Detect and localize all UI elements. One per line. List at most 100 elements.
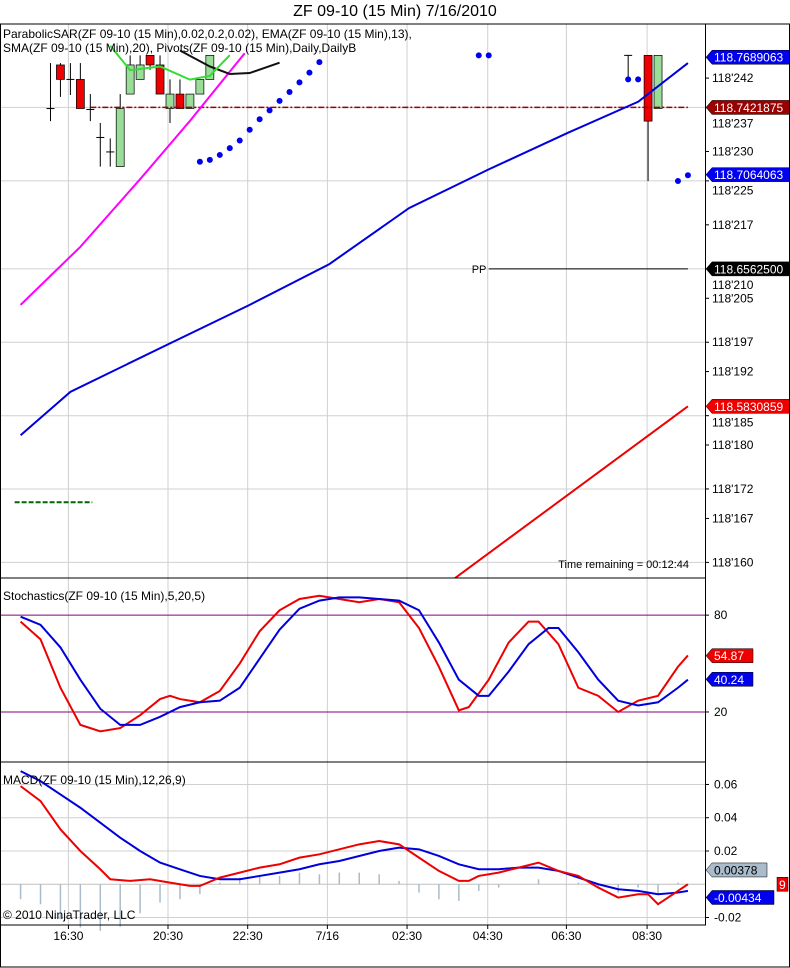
- flag-label: 118.5830859: [714, 400, 784, 414]
- x-tick-label: 7/16: [316, 929, 340, 943]
- sar-dot: [485, 52, 492, 59]
- candle-body: [125, 64, 135, 95]
- y-tick-label: 118'242: [712, 71, 754, 85]
- price-flag: 118.6562500: [705, 261, 790, 277]
- x-tick-label: 04:30: [473, 929, 503, 943]
- flag-label: -0.00434: [714, 891, 762, 905]
- sar-dot: [625, 76, 632, 83]
- flag-shape: [705, 890, 775, 905]
- time-remaining: Time remaining = 00:12:44: [558, 559, 689, 571]
- macd-flag: 9: [776, 877, 789, 892]
- candle-body: [115, 108, 125, 167]
- price-flag: 118.5830859: [705, 399, 790, 414]
- sar-dot: [674, 178, 681, 185]
- candle: [106, 138, 115, 167]
- y-tick-label: 118'192: [712, 365, 754, 379]
- candle: [185, 93, 195, 109]
- candle-body: [643, 55, 653, 122]
- candle: [66, 63, 75, 96]
- stoch-series-line: [20, 596, 689, 726]
- candle-body: [653, 55, 663, 109]
- y-tick-label: -0.02: [714, 911, 742, 925]
- flag-shape: [705, 862, 768, 878]
- flag-label: 118.7421875: [714, 101, 784, 115]
- sar-dot: [246, 126, 253, 133]
- candle-body: [145, 55, 155, 66]
- y-tick-label: 118'160: [712, 555, 754, 569]
- stoch-flag: 54.87: [705, 648, 754, 663]
- candle: [155, 55, 165, 95]
- sar-dot: [216, 151, 223, 158]
- candle: [624, 54, 633, 80]
- sar-dot: [256, 116, 263, 123]
- macd-flag: 0.00378: [705, 862, 768, 878]
- sar-dot: [316, 59, 323, 66]
- y-tick-label: 118'172: [712, 482, 754, 496]
- candle-body: [175, 93, 185, 109]
- price-indicator-label-line: SMA(ZF 09-10 (15 Min),20), Pivots(ZF 09-…: [3, 41, 356, 55]
- candle-body: [56, 64, 65, 80]
- y-tick-label: 0.02: [714, 844, 738, 858]
- flag-label: 118.7689063: [714, 51, 784, 65]
- price-flag: 118.7421875: [705, 100, 790, 115]
- candle: [175, 79, 185, 109]
- flag-shape: [705, 261, 790, 277]
- flag-shape: [705, 399, 790, 414]
- candle-body: [76, 79, 85, 109]
- flag-shape: [705, 49, 790, 65]
- sar-dot: [276, 97, 283, 104]
- price-indicator-label: ParabolicSAR(ZF 09-10 (15 Min),0.02,0.2,…: [3, 27, 415, 55]
- sar-dot: [475, 52, 482, 59]
- candle-body: [195, 79, 205, 95]
- sar-dot: [684, 172, 691, 179]
- x-tick-label: 20:30: [153, 929, 183, 943]
- candle-body: [185, 93, 195, 109]
- candle: [125, 55, 135, 95]
- candle: [135, 55, 145, 80]
- sar-dot: [196, 158, 203, 165]
- y-tick-label: 20: [714, 705, 728, 719]
- flag-shape: [705, 648, 754, 663]
- x-tick-label: 16:30: [53, 929, 83, 943]
- x-tick-label: 06:30: [551, 929, 581, 943]
- price-flag: 118.7689063: [705, 49, 790, 65]
- price-plot: PP ParabolicSAR(ZF 09-10 (15 Min),0.02,0.…: [0, 27, 705, 578]
- macd-series-line: [19, 785, 689, 906]
- x-tick-label: 08:30: [632, 929, 662, 943]
- panel-border: [0, 577, 706, 763]
- price-series-line: [19, 62, 689, 436]
- y-tick-label: 118'205: [712, 291, 754, 305]
- x-tick-label: 22:30: [233, 929, 263, 943]
- flag-shape: [705, 100, 790, 115]
- stoch-label: Stochastics(ZF 09-10 (15 Min),5,20,5): [3, 589, 205, 603]
- y-tick-label: 0.04: [714, 811, 738, 825]
- candle: [96, 123, 105, 167]
- y-tick-label: 118'210: [712, 278, 754, 292]
- candle: [653, 55, 663, 109]
- candle: [46, 63, 55, 122]
- stoch-series-line: [19, 594, 689, 733]
- candle: [195, 79, 205, 95]
- flag-shape: [705, 167, 790, 182]
- flag-label: 0.00378: [714, 863, 758, 877]
- price-series-line: [109, 45, 231, 81]
- chart-title: ZF 09-10 (15 Min) 7/16/2010: [293, 3, 497, 20]
- y-tick-label: 118'180: [712, 438, 754, 452]
- flag-shape: [705, 672, 754, 687]
- copyright: © 2010 NinjaTrader, LLC: [3, 908, 136, 922]
- sar-dot: [236, 137, 243, 144]
- flag-label: 40.24: [714, 673, 744, 687]
- y-tick-label: 118'185: [712, 415, 754, 429]
- y-tick-label: 118'230: [712, 144, 754, 158]
- x-tick-label: 02:30: [392, 929, 422, 943]
- y-tick-label: 118'237: [712, 116, 754, 130]
- sar-dot: [266, 107, 273, 114]
- flag-label: 54.87: [714, 649, 744, 663]
- candle: [115, 94, 125, 167]
- y-tick-label: 118'197: [712, 335, 754, 349]
- price-indicator-label-line: ParabolicSAR(ZF 09-10 (15 Min),0.02,0.2,…: [3, 27, 415, 41]
- sar-dot: [206, 156, 213, 163]
- flag-label: 118.6562500: [714, 262, 784, 276]
